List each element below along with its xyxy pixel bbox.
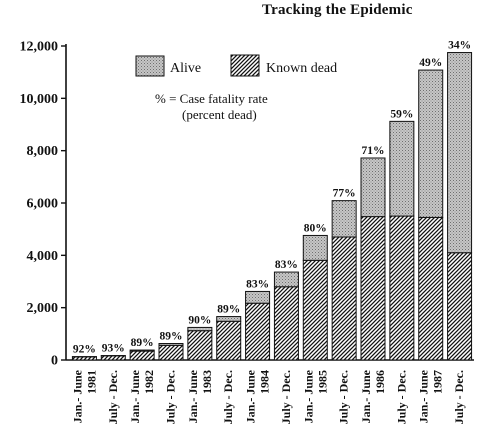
x-tick-label-group: July - Dec. [279, 370, 293, 424]
x-tick-label: 1986 [373, 370, 387, 394]
x-tick-label-group: July - Dec. [452, 370, 466, 424]
bar-known-dead [418, 216, 444, 361]
x-tick-label: July - Dec. [106, 370, 120, 424]
x-tick-label: Jan.- June [128, 369, 142, 423]
x-tick-label: 1987 [431, 370, 445, 394]
x-tick-label-group: July - Dec. [106, 370, 120, 424]
bars [71, 52, 473, 361]
x-tick-label: 1984 [258, 370, 272, 394]
x-tick-label-group: July - Dec. [337, 370, 351, 424]
bar-alive [302, 234, 328, 261]
data-label-fatality-rate: 89% [217, 304, 240, 316]
x-tick-label: Jan.- June [186, 369, 200, 423]
x-tick-label: July - Dec. [221, 370, 235, 424]
bar-alive [389, 120, 415, 217]
bar-known-dead [216, 320, 242, 361]
x-tick-label: 1985 [315, 370, 329, 394]
x-tick-label: July - Dec. [394, 370, 408, 424]
y-tick-label: 10,000 [20, 92, 59, 107]
axes: 0 2,000 4,000 6,000 8,000 10,000 12,000 Jan.- J… [20, 40, 474, 424]
x-tick-label-group: Jan.- June 1981 [70, 369, 98, 423]
bar-known-dead [331, 236, 357, 361]
bar-known-dead [129, 350, 155, 361]
x-tick-label-group: Jan.- June 1982 [128, 369, 156, 423]
bar-known-dead [273, 286, 299, 361]
bar-alive [447, 52, 473, 254]
bar-alive [245, 290, 271, 304]
data-label-fatality-rate: 90% [188, 314, 211, 326]
data-label-fatality-rate: 92% [73, 344, 96, 356]
x-tick-label-group: Jan.- June 1983 [186, 369, 214, 423]
x-tick-label: Jan.- June [301, 369, 315, 423]
bar-known-dead [447, 252, 473, 361]
bar-alive [216, 316, 242, 322]
x-tick-label: 1983 [200, 370, 214, 394]
legend-swatch-known-dead [230, 54, 260, 77]
legend-swatch-alive [135, 55, 165, 77]
data-label-fatality-rate: 59% [390, 108, 413, 120]
x-tick-label: July - Dec. [164, 370, 178, 424]
bar-alive [187, 326, 213, 332]
legend-label-alive: Alive [170, 61, 201, 76]
bar-known-dead [389, 215, 415, 361]
bar-alive [360, 157, 386, 218]
x-tick-label: July - Dec. [452, 370, 466, 424]
x-tick-label-group: Jan.- June 1986 [359, 369, 387, 423]
annotation-fatality-rate: % = Case fatality rate [155, 91, 268, 106]
data-label-fatality-rate: 80% [304, 222, 327, 234]
y-tick-label: 12,000 [20, 40, 59, 55]
x-tick-label: Jan.- June [417, 369, 431, 423]
bar-known-dead [100, 355, 126, 361]
y-tick-label: 2,000 [27, 301, 59, 316]
annotation-percent-dead: (percent dead) [182, 107, 257, 122]
data-label-fatality-rate: 89% [131, 337, 154, 349]
data-label-fatality-rate: 89% [160, 331, 183, 343]
chart-title: Tracking the Epidemic [262, 2, 413, 18]
x-tick-label-group: Jan.- June 1985 [301, 369, 329, 423]
data-label-fatality-rate: 83% [246, 278, 269, 290]
data-labels: 92% 93% 89% 89% 90% 89% 83% 83% 80% 77% 71% 59% 49% 3… [73, 40, 471, 356]
x-tick-label: 1981 [84, 370, 98, 394]
data-label-fatality-rate: 93% [102, 343, 125, 355]
x-tick-label: July - Dec. [337, 370, 351, 424]
legend: Alive Known dead % = Case fatality rate(pe… [135, 54, 337, 122]
bar-known-dead [158, 344, 184, 361]
x-tick-label: Jan.- June [359, 369, 373, 423]
bar-alive [331, 200, 357, 238]
bar-alive [273, 271, 299, 288]
bar-known-dead [245, 302, 271, 361]
data-label-fatality-rate: 77% [333, 188, 356, 200]
data-label-fatality-rate: 34% [448, 40, 471, 52]
bar-alive [129, 349, 155, 352]
x-tick-label-group: Jan.- June 1987 [417, 369, 445, 423]
x-tick-label: July - Dec. [279, 370, 293, 424]
x-tick-label: 1982 [142, 370, 156, 394]
y-tick-label: 0 [51, 354, 58, 369]
y-tick-label: 8,000 [27, 144, 59, 159]
data-label-fatality-rate: 71% [362, 145, 385, 157]
x-tick-label: Jan.- June [244, 369, 258, 423]
y-tick-label: 6,000 [27, 197, 59, 212]
bar-known-dead [302, 259, 328, 361]
y-tick-label: 4,000 [27, 249, 59, 264]
bar-alive [418, 69, 444, 218]
x-tick-label-group: July - Dec. [164, 370, 178, 424]
legend-label-known-dead: Known dead [266, 61, 337, 76]
x-tick-label-group: July - Dec. [221, 370, 235, 424]
data-label-fatality-rate: 49% [419, 57, 442, 69]
x-tick-label: Jan.- June [70, 369, 84, 423]
bar-known-dead [187, 330, 213, 361]
data-label-fatality-rate: 83% [275, 259, 298, 271]
x-tick-label-group: Jan.- June 1984 [244, 369, 272, 423]
x-tick-label-group: July - Dec. [394, 370, 408, 424]
bar-alive [158, 343, 184, 346]
bar-known-dead [360, 216, 386, 361]
